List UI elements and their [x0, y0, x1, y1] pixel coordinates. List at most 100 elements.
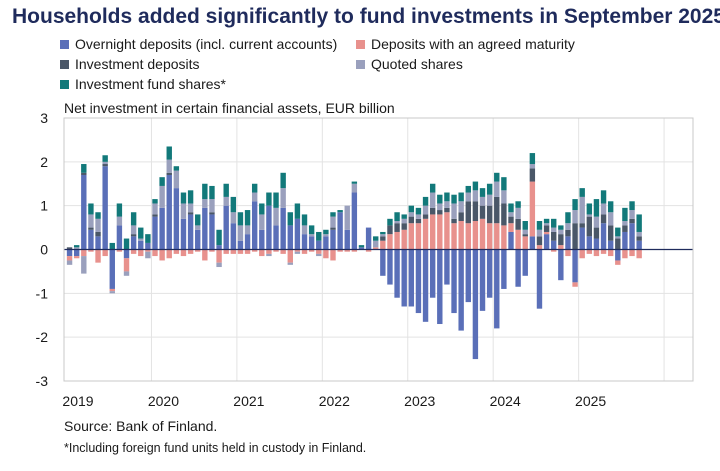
bar-segment-1-2021-02 — [244, 234, 251, 250]
bar-segment-5-2024-10 — [558, 225, 564, 230]
y-tick-label: 1 — [40, 198, 48, 214]
bar-segment-2-2020-10 — [216, 249, 222, 263]
bar-segment-4-2020-11 — [223, 196, 229, 206]
bar-segment-2-2021-08 — [287, 249, 293, 263]
footnote: *Including foreign fund units held in cu… — [64, 441, 367, 455]
bar-segment-2-2021-09 — [294, 249, 301, 252]
bar-segment-3-2023-12 — [486, 205, 493, 224]
bar-segment-1-2025-03 — [593, 238, 600, 250]
bar-segment-2-2022-05 — [351, 249, 358, 252]
bar-segment-4-2021-05 — [266, 253, 272, 257]
bar-segment-2-2024-06 — [529, 181, 536, 237]
bar-segment-5-2022-05 — [351, 181, 358, 184]
bar-segment-4-2023-09 — [465, 192, 471, 202]
bar-segment-2-2024-05 — [522, 236, 528, 250]
bar-segment-1-2022-09 — [380, 249, 386, 276]
x-tick-label: 2025 — [575, 393, 606, 409]
bar-segment-2-2020-11 — [223, 249, 229, 254]
bar-segment-2-2022-11 — [394, 231, 400, 250]
bar-segment-3-2020-03 — [166, 172, 172, 175]
bar-segment-2-2021-05 — [266, 249, 272, 254]
bar-segment-2-2020-03 — [166, 249, 172, 259]
bar-segment-2-2024-11 — [565, 249, 571, 257]
bar-segment-5-2024-02 — [501, 177, 507, 191]
bar-segment-4-2024-07 — [536, 229, 543, 237]
bar-segment-5-2023-08 — [458, 192, 464, 202]
bar-segment-1-2020-11 — [223, 205, 229, 250]
bar-segment-2-2023-08 — [458, 221, 464, 250]
bar-segment-5-2023-03 — [422, 196, 429, 206]
bar-segment-1-2022-04 — [344, 229, 350, 250]
bar-segment-1-2021-10 — [301, 234, 308, 250]
bar-segment-2-2021-01 — [237, 249, 244, 254]
bar-segment-2-2023-11 — [479, 218, 486, 250]
bar-segment-5-2021-04 — [259, 203, 265, 215]
bar-segment-5-2020-10 — [216, 229, 222, 246]
bar-segment-2-2024-02 — [501, 225, 507, 250]
bar-segment-5-2022-09 — [380, 231, 386, 235]
bar-segment-4-2024-12 — [572, 210, 578, 224]
bar-segment-3-2019-01 — [66, 247, 73, 250]
bar-segment-5-2025-06 — [615, 227, 621, 237]
bar-segment-3-2024-12 — [572, 223, 578, 250]
bar-segment-5-2022-11 — [394, 212, 400, 222]
bar-segment-1-2021-03 — [251, 201, 258, 250]
bar-segment-5-2019-05 — [95, 212, 101, 219]
bar-segment-5-2021-11 — [308, 225, 315, 235]
bar-segment-5-2023-02 — [415, 207, 422, 215]
bar-segment-5-2021-12 — [316, 231, 322, 241]
bar-segment-1-2022-07 — [365, 227, 372, 250]
legend-label-overnight-deposits: Overnight deposits (incl. current accoun… — [75, 36, 338, 52]
bar-segment-2-2020-04 — [173, 249, 180, 254]
bar-segment-5-2021-02 — [244, 210, 251, 226]
bar-segment-5-2023-09 — [465, 185, 471, 193]
bar-segment-1-2024-09 — [551, 240, 557, 250]
bar-segment-1-2023-07 — [451, 249, 457, 314]
bar-segment-1-2020-08 — [202, 207, 208, 250]
legend-item-agreed-maturity-deposits: Deposits with an agreed maturity — [356, 36, 575, 52]
bar-segment-1-2019-11 — [138, 240, 144, 250]
bar-segment-1-2019-03 — [81, 174, 87, 250]
legend-item-quoted-shares: Quoted shares — [356, 56, 463, 72]
bar-segment-1-2021-09 — [294, 218, 301, 250]
bar-segment-2-2019-11 — [138, 249, 144, 257]
bar-segment-1-2023-12 — [486, 249, 493, 298]
bar-segment-2-2025-08 — [629, 249, 635, 257]
bar-segment-1-2020-07 — [195, 229, 201, 250]
bar-segment-4-2023-10 — [472, 190, 479, 202]
bar-segment-5-2022-08 — [373, 236, 379, 241]
bar-segment-2-2025-07 — [622, 249, 628, 259]
bar-segment-1-2022-03 — [337, 212, 343, 250]
bar-segment-1-2019-07 — [109, 249, 115, 289]
bar-segment-4-2025-05 — [607, 212, 614, 226]
bar-segment-5-2024-07 — [536, 221, 543, 230]
bar-segment-2-2024-01 — [494, 223, 500, 250]
bar-segment-5-2019-06 — [102, 155, 108, 162]
bar-segment-1-2021-01 — [237, 240, 244, 250]
bar-segment-3-2025-08 — [629, 218, 635, 224]
bar-segment-5-2023-04 — [429, 183, 436, 193]
bar-segment-1-2019-04 — [88, 229, 94, 250]
bar-segment-5-2021-05 — [266, 192, 272, 206]
bar-segment-2-2021-06 — [273, 249, 279, 252]
bar-segment-1-2022-12 — [401, 249, 407, 307]
bar-segment-4-2021-08 — [287, 262, 293, 265]
bar-segment-1-2022-06 — [358, 247, 365, 250]
bar-segment-4-2020-08 — [202, 199, 208, 208]
bar-segment-3-2023-08 — [458, 212, 464, 222]
bar-segment-3-2024-02 — [501, 203, 507, 226]
bar-segment-3-2024-10 — [558, 234, 564, 246]
bar-segment-4-2022-01 — [323, 234, 329, 237]
bar-segment-4-2023-12 — [486, 194, 493, 206]
bar-segment-2-2020-06 — [187, 249, 194, 254]
bar-segment-3-2022-12 — [401, 223, 407, 230]
bar-segment-2-2021-10 — [301, 249, 308, 254]
bar-segment-5-2024-11 — [565, 212, 571, 224]
bar-segment-1-2024-05 — [522, 249, 528, 276]
bar-segment-4-2020-06 — [187, 203, 194, 213]
bar-segment-4-2022-04 — [344, 205, 350, 230]
bar-segment-4-2019-12 — [145, 251, 151, 259]
bar-segment-4-2020-01 — [152, 203, 158, 215]
bar-segment-2-2020-01 — [152, 249, 158, 257]
bar-segment-3-2022-02 — [330, 227, 336, 230]
